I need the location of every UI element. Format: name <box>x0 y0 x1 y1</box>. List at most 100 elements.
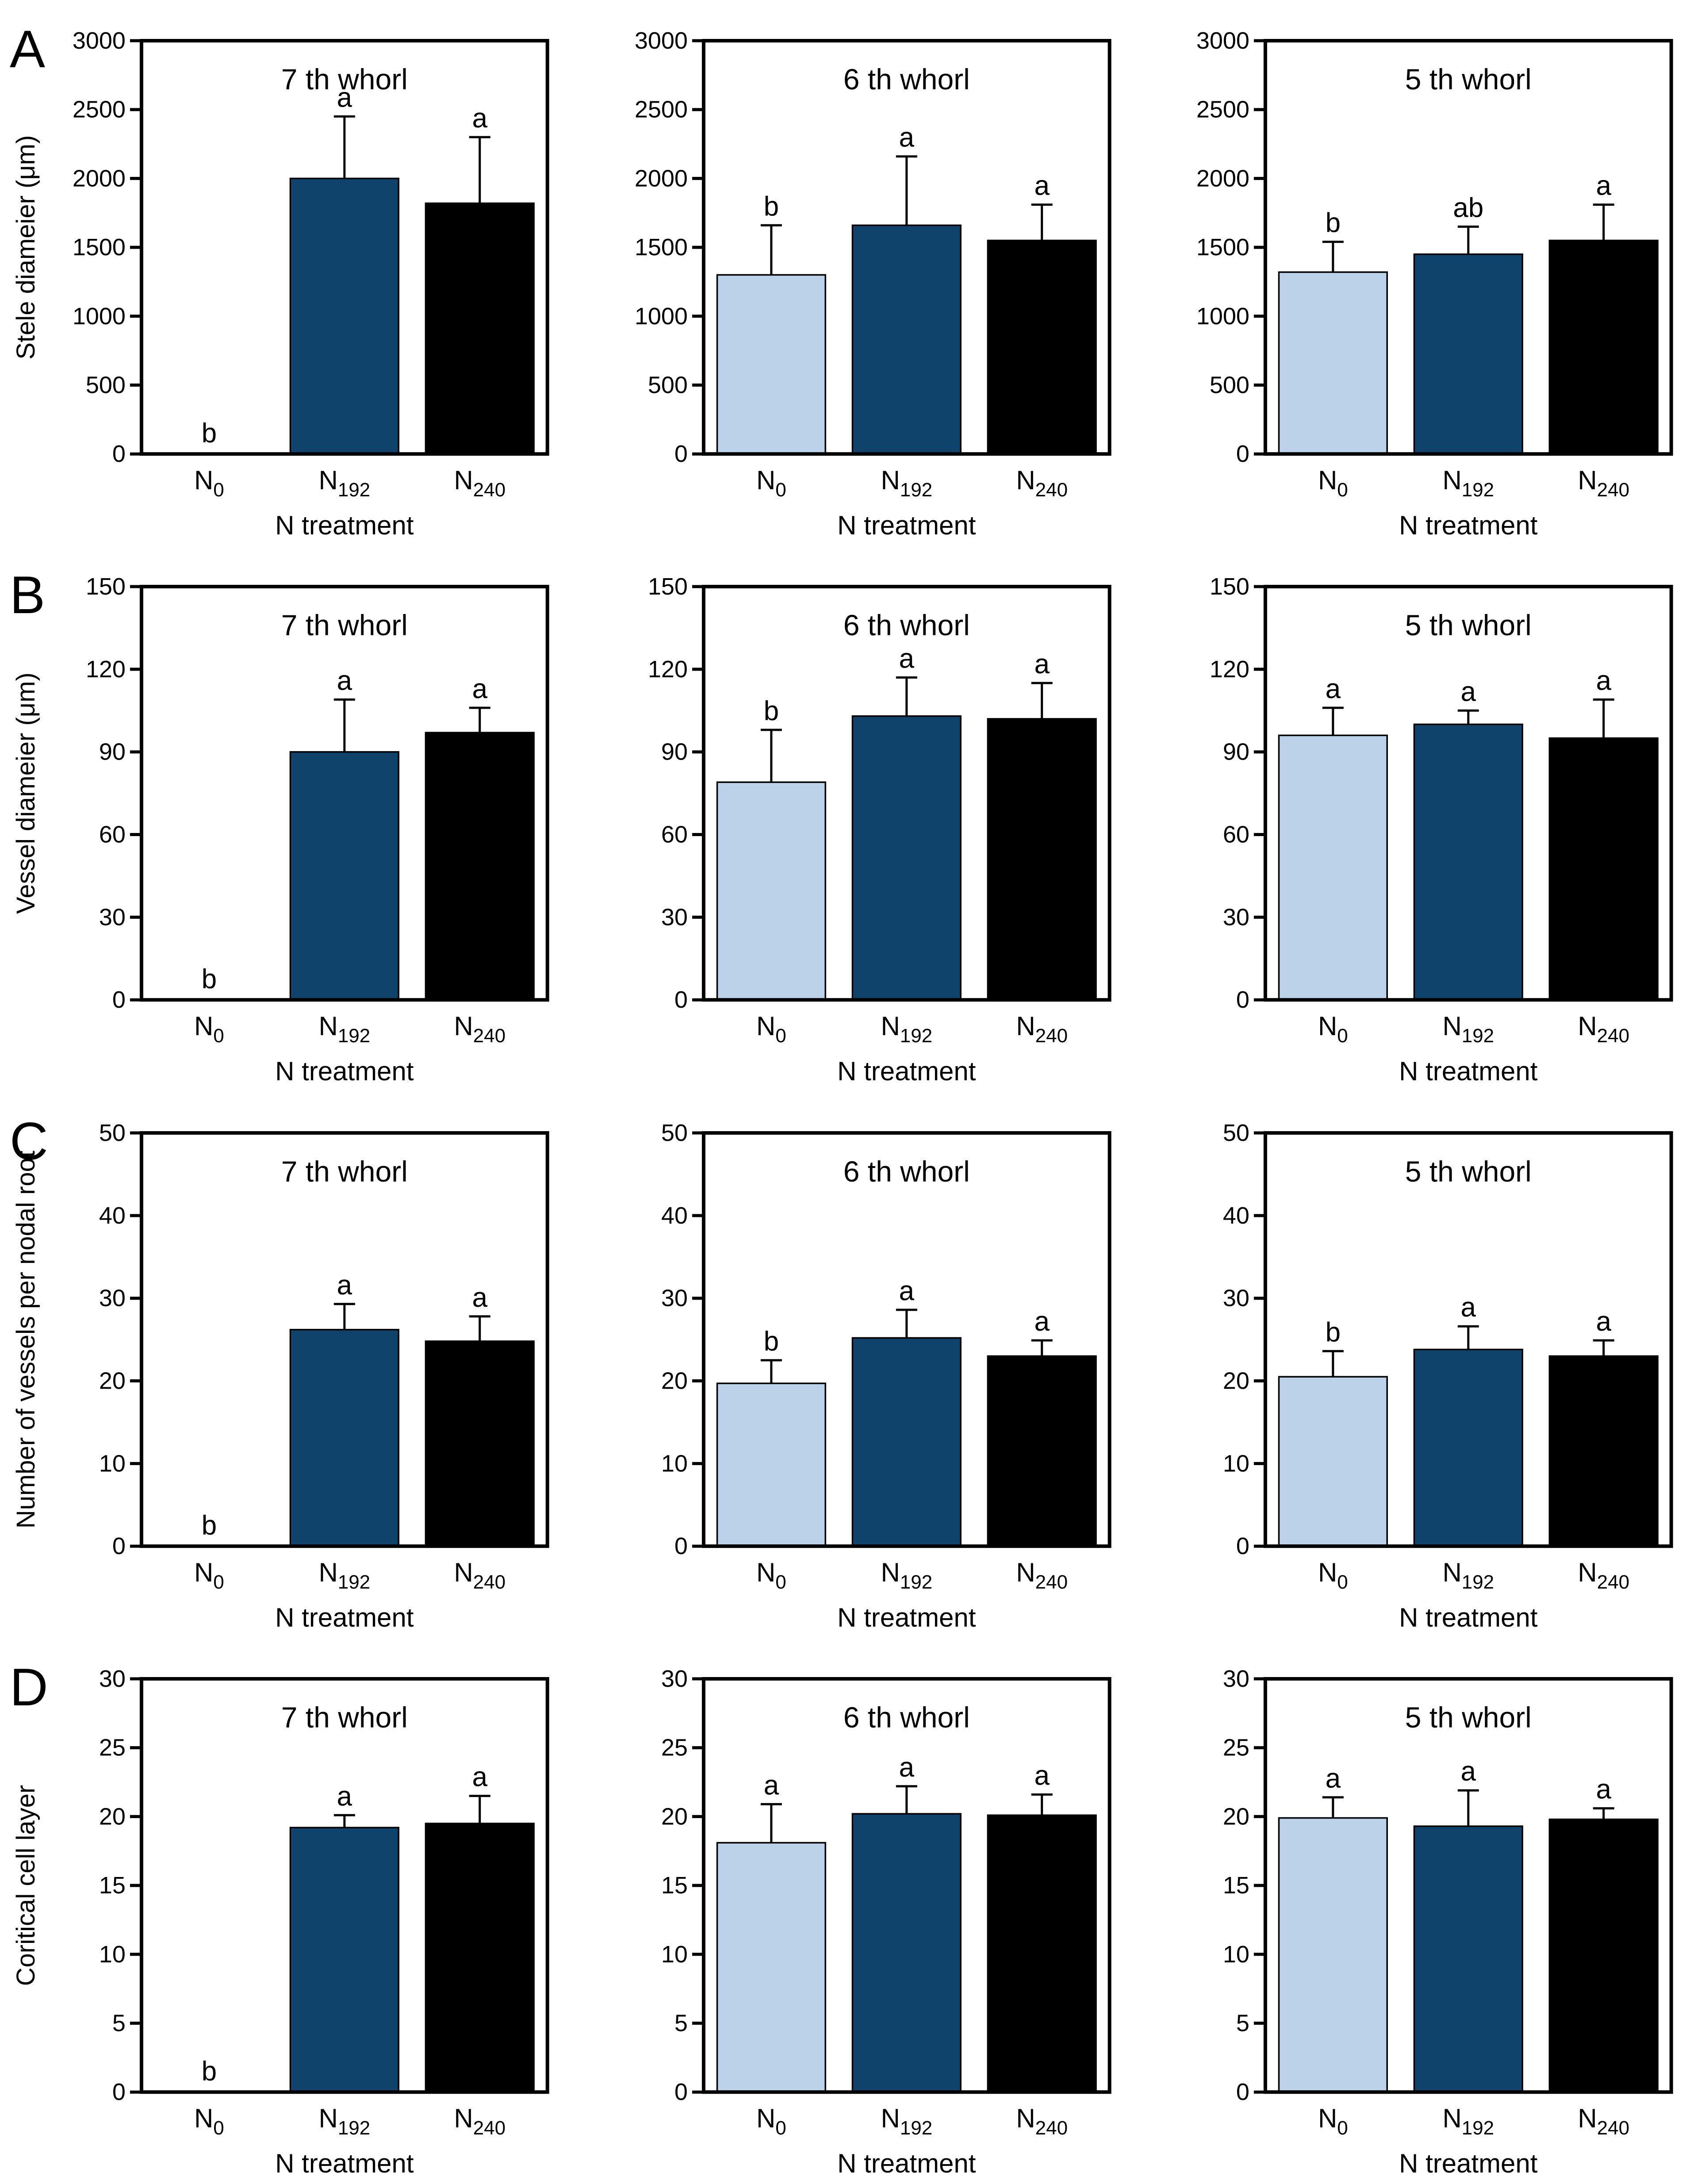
panel-letter: C <box>10 1112 48 1171</box>
y-tick-label: 2000 <box>73 165 126 192</box>
y-tick-label: 0 <box>1236 986 1249 1013</box>
y-tick-label: 500 <box>1210 372 1249 399</box>
y-tick-label: 10 <box>1223 1941 1249 1968</box>
x-category-label: N240 <box>1016 1011 1068 1047</box>
significance-letter: a <box>1596 1306 1612 1336</box>
significance-letter: a <box>337 666 353 696</box>
y-tick-label: 2000 <box>1196 165 1249 192</box>
bar-N192 <box>289 1827 399 2093</box>
x-category-label: N0 <box>1318 1011 1348 1047</box>
y-tick-label: 40 <box>99 1202 126 1228</box>
significance-letter: a <box>337 82 353 113</box>
x-category-label: N0 <box>194 1011 224 1047</box>
y-tick-label: 0 <box>674 2079 688 2105</box>
panel-title: 5 th whorl <box>1405 1701 1532 1734</box>
x-category-label: N0 <box>194 465 224 501</box>
significance-letter: b <box>202 418 217 449</box>
chart-svg: 0 500 1000 1500 2000 2500 3000 b N0 a N192 a N240 7 t… <box>10 19 549 540</box>
y-tick-label: 1000 <box>73 303 126 330</box>
panel-title: 6 th whorl <box>843 1155 969 1188</box>
y-tick-label: 30 <box>661 904 688 931</box>
x-category-label: N0 <box>194 2103 224 2139</box>
y-tick-label: 10 <box>99 1941 126 1968</box>
panel-title: 7 th whorl <box>281 63 408 96</box>
panel-title: 6 th whorl <box>843 609 969 641</box>
bar-N192 <box>851 1337 962 1547</box>
y-tick-label: 25 <box>1223 1734 1249 1761</box>
panel-title: 5 th whorl <box>1405 63 1532 96</box>
y-tick-label: 0 <box>674 986 688 1013</box>
y-tick-label: 15 <box>99 1872 126 1899</box>
bar-N0 <box>716 1382 826 1547</box>
y-tick-label: 0 <box>112 2079 126 2105</box>
y-tick-label: 2500 <box>1196 96 1249 123</box>
y-tick-label: 2000 <box>634 165 687 192</box>
y-tick-label: 20 <box>99 1367 126 1394</box>
significance-letter: a <box>1326 1763 1341 1794</box>
x-axis-title: N treatment <box>1399 2149 1538 2178</box>
significance-letter: b <box>202 964 217 994</box>
significance-letter: b <box>763 696 778 726</box>
bar-N0 <box>1278 1817 1388 2093</box>
y-axis-title: Stele diameier (μm) <box>12 135 40 360</box>
bar-N240 <box>987 718 1097 1001</box>
bar-N240 <box>987 239 1097 455</box>
y-tick-label: 25 <box>99 1734 126 1761</box>
x-category-label: N240 <box>1578 2103 1630 2139</box>
significance-letter: a <box>1596 171 1612 201</box>
y-tick-label: 30 <box>1223 1285 1249 1311</box>
plot-box <box>1264 1677 1673 2094</box>
x-category-label: N240 <box>1016 465 1068 501</box>
y-tick-label: 40 <box>1223 1202 1249 1228</box>
chart-svg: 0 10 20 30 40 50 b N0 a N192 a N240 5 th whorl N trea… <box>1223 1120 1673 1632</box>
chart-svg: 0 10 20 30 40 50 b N0 a N192 a N240 6 th whorl N trea… <box>661 1120 1111 1632</box>
y-tick-label: 1500 <box>634 234 687 261</box>
x-axis-title: N treatment <box>1399 1056 1538 1086</box>
y-tick-label: 10 <box>661 1941 688 1968</box>
panel-letter: B <box>10 565 45 625</box>
y-tick-label: 10 <box>99 1450 126 1477</box>
x-category-label: N192 <box>318 1011 370 1047</box>
x-category-label: N192 <box>881 465 932 501</box>
chart-svg: 0 5 10 15 20 25 30 a N0 a N192 a N240 5 th whorl N tre… <box>1223 1666 1673 2178</box>
significance-letter: a <box>1034 171 1050 201</box>
x-category-label: N0 <box>756 465 786 501</box>
panel-title: 6 th whorl <box>843 63 969 96</box>
y-tick-label: 0 <box>674 441 688 467</box>
x-category-label: N192 <box>881 2103 932 2139</box>
significance-letter: a <box>472 674 487 704</box>
plot-box <box>1264 585 1673 1002</box>
y-tick-label: 5 <box>112 2010 126 2036</box>
x-category-label: N0 <box>756 2103 786 2139</box>
y-tick-label: 30 <box>99 1285 126 1311</box>
y-tick-label: 20 <box>1223 1803 1249 1830</box>
x-category-label: N192 <box>318 465 370 501</box>
y-tick-label: 1000 <box>1196 303 1249 330</box>
x-category-label: N192 <box>881 1558 932 1593</box>
chart-svg: 0 10 20 30 40 50 b N0 a N192 a N240 7 th whorl N trea… <box>10 1112 549 1632</box>
bar-N0 <box>716 1842 826 2093</box>
y-tick-label: 50 <box>1223 1120 1249 1146</box>
y-tick-label: 30 <box>99 1666 126 1692</box>
y-tick-label: 0 <box>1236 2079 1249 2105</box>
y-tick-label: 30 <box>661 1285 688 1311</box>
y-tick-label: 25 <box>661 1734 688 1761</box>
y-tick-label: 10 <box>661 1450 688 1477</box>
significance-letter: b <box>763 1326 778 1356</box>
chart-svg: 0 30 60 90 120 150 b N0 a N192 a N240 7 th whorl N tr… <box>10 565 549 1086</box>
y-tick-label: 1500 <box>1196 234 1249 261</box>
significance-letter: a <box>1461 1292 1476 1323</box>
significance-letter: a <box>1596 1774 1612 1804</box>
significance-letter: a <box>472 103 487 134</box>
panel-D-5-th-whorl: 0 5 10 15 20 25 30 a N0 a N192 a N240 5 th whorl N tre… <box>1124 1638 1686 2184</box>
significance-letter: a <box>1461 1756 1476 1787</box>
x-axis-title: N treatment <box>1399 510 1538 540</box>
bar-N240 <box>1548 1818 1659 2093</box>
significance-letter: ab <box>1453 192 1484 223</box>
y-tick-label: 500 <box>86 372 126 399</box>
significance-letter: b <box>1326 208 1341 238</box>
significance-letter: a <box>337 1781 353 1812</box>
bar-N192 <box>851 1813 962 2093</box>
y-tick-label: 0 <box>674 1533 688 1559</box>
y-tick-label: 30 <box>1223 904 1249 931</box>
